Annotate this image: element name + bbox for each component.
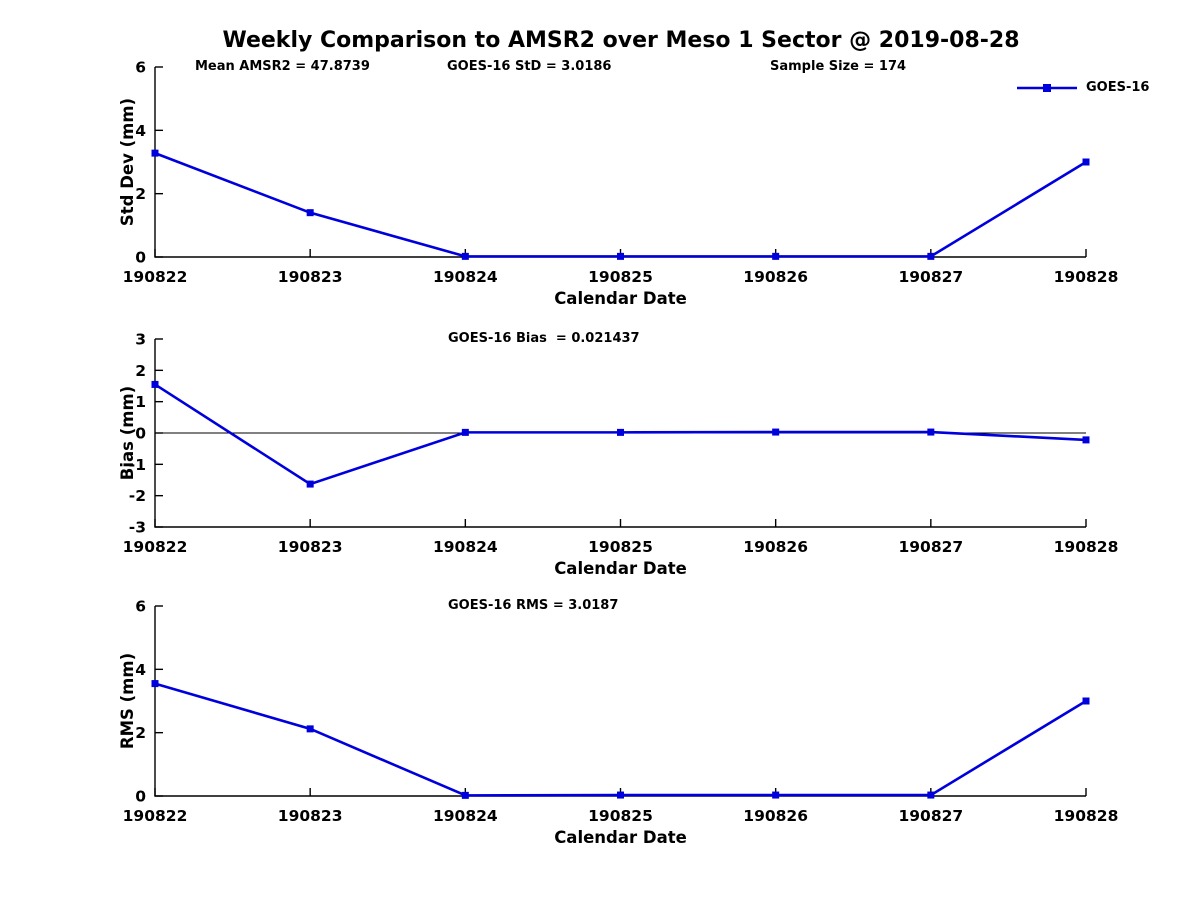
- x-tick-label: 190825: [588, 807, 653, 825]
- data-point-marker: [927, 428, 935, 436]
- y-tick-label: 2: [135, 185, 146, 203]
- chart-title: Weekly Comparison to AMSR2 over Meso 1 S…: [222, 28, 1020, 53]
- x-tick-label: 190827: [898, 538, 963, 556]
- x-tick-label: 190826: [743, 268, 808, 286]
- x-tick-label: 190825: [588, 538, 653, 556]
- data-point-marker: [151, 149, 159, 157]
- x-tick-label: 190828: [1054, 807, 1119, 825]
- axes-spines: [154, 606, 1086, 797]
- data-point-marker: [617, 252, 624, 260]
- annotation-mean-amsr2: Mean AMSR2 = 47.8739: [195, 59, 370, 74]
- y-tick-label: 4: [135, 661, 146, 679]
- x-tick-label: 190823: [278, 268, 343, 286]
- x-tick-label: 190824: [433, 807, 498, 825]
- data-point-marker: [772, 252, 780, 260]
- series-line-goes16: [154, 682, 1087, 797]
- y-tick-label: 2: [135, 362, 146, 380]
- data-point-marker: [306, 480, 314, 488]
- data-point-marker: [306, 725, 314, 733]
- annotation-goes16-rms: GOES-16 RMS = 3.0187: [448, 598, 619, 613]
- data-point-marker: [927, 252, 935, 260]
- data-point-marker: [617, 791, 624, 799]
- x-tick-label: 190823: [278, 538, 343, 556]
- y-tick-label: 0: [135, 425, 146, 443]
- y-tick-label: 3: [135, 331, 146, 349]
- x-tick-label: 190824: [433, 538, 498, 556]
- data-point-marker: [461, 428, 469, 436]
- legend-label: GOES-16: [1086, 80, 1150, 95]
- y-tick-label: -3: [129, 519, 146, 537]
- x-tick-label: 190825: [588, 268, 653, 286]
- x-tick-label: 190822: [123, 268, 188, 286]
- data-point-marker: [151, 680, 159, 688]
- y-tick-label: 1: [135, 393, 146, 411]
- y-tick-label: 0: [135, 788, 146, 806]
- y-axis-label: RMS (mm): [118, 653, 137, 749]
- annotation-goes16-std: GOES-16 StD = 3.0186: [447, 59, 612, 74]
- x-tick-label: 190824: [433, 268, 498, 286]
- annotation-goes16-bias: GOES-16 Bias = 0.021437: [448, 331, 640, 346]
- data-point-marker: [927, 791, 935, 799]
- data-point-marker: [461, 252, 469, 260]
- y-tick-label: 4: [135, 122, 146, 140]
- x-tick-label: 190828: [1054, 268, 1119, 286]
- x-tick-label: 190822: [123, 807, 188, 825]
- x-tick-label: 190828: [1054, 538, 1119, 556]
- y-tick-label: -2: [129, 487, 146, 505]
- data-point-marker: [1082, 436, 1090, 444]
- legend: GOES-16: [1016, 81, 1149, 95]
- y-axis-label: Bias (mm): [118, 386, 137, 480]
- x-axis-label: Calendar Date: [554, 559, 687, 578]
- y-tick-label: -1: [129, 456, 146, 474]
- x-axis-label: Calendar Date: [554, 828, 687, 847]
- data-point-marker: [1082, 697, 1090, 705]
- x-tick-label: 190827: [898, 807, 963, 825]
- x-tick-label: 190827: [898, 268, 963, 286]
- axes-spines: [154, 67, 1086, 258]
- data-point-marker: [151, 380, 159, 388]
- x-tick-label: 190826: [743, 538, 808, 556]
- data-point-marker: [772, 428, 780, 436]
- data-point-marker: [772, 791, 780, 799]
- x-tick-label: 190826: [743, 807, 808, 825]
- data-point-marker: [1082, 158, 1090, 166]
- x-axis-label: Calendar Date: [554, 289, 687, 308]
- x-tick-label: 190822: [123, 538, 188, 556]
- data-point-marker: [617, 428, 624, 436]
- y-tick-label: 0: [135, 249, 146, 267]
- y-tick-label: 2: [135, 724, 146, 742]
- y-tick-label: 6: [135, 59, 146, 77]
- data-point-marker: [306, 209, 314, 217]
- legend-line-swatch: [1017, 84, 1077, 92]
- series-line-goes16: [154, 151, 1087, 258]
- y-axis-label: Std Dev (mm): [118, 98, 137, 226]
- y-tick-label: 6: [135, 598, 146, 616]
- data-point-marker: [461, 791, 469, 799]
- annotation-sample-size: Sample Size = 174: [770, 59, 907, 74]
- x-tick-label: 190823: [278, 807, 343, 825]
